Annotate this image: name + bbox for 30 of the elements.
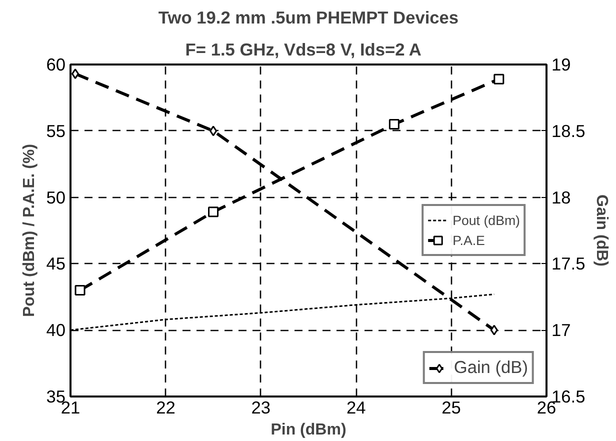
point [490, 324, 498, 336]
y2-tick-label: 17.5 [552, 254, 586, 274]
x-tick-label: 23 [251, 398, 271, 418]
legend-label: Pout (dBm) [452, 212, 520, 228]
chart-title: Two 19.2 mm .5um PHEMPT Devices [158, 8, 459, 28]
point [388, 119, 400, 130]
y-tick-label: 55 [46, 120, 66, 141]
y-axis-title: Pout (dBm) / P.A.E. (%) [21, 144, 38, 318]
y2-tick-label: 19 [552, 54, 571, 74]
point [494, 74, 504, 84]
y2-tick-label: 18.5 [552, 120, 586, 141]
x-tick-label: 25 [442, 398, 461, 418]
point [74, 285, 86, 296]
x-tick-label: 26 [536, 398, 556, 418]
point [208, 206, 219, 218]
point [72, 68, 80, 80]
y-tick-label: 45 [46, 254, 66, 274]
x-tick-label: 22 [156, 398, 176, 418]
x-tick-label: 24 [346, 398, 366, 418]
y-tick-label: 60 [46, 54, 66, 74]
y2-tick-label: 18 [552, 187, 571, 208]
chart-subtitle: F= 1.5 GHz, Vds=8 V, Ids=2 A [185, 40, 422, 60]
y2-axis-title: Gain (dB) [593, 194, 610, 267]
legend-label: Gain (dB) [454, 357, 528, 378]
x-axis-title: Pin (dBm) [270, 422, 346, 438]
y-tick-label: 40 [46, 320, 66, 340]
y-tick-label: 50 [46, 187, 66, 208]
y2-tick-label: 17 [552, 320, 571, 340]
legend-label: P.A.E [452, 232, 485, 248]
point [210, 126, 218, 136]
